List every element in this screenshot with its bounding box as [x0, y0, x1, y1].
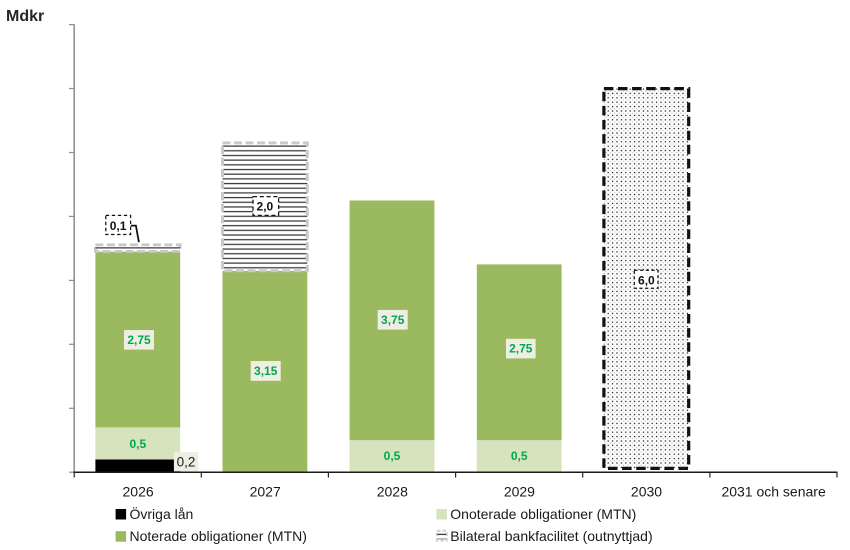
svg-text:6,0: 6,0: [638, 274, 655, 288]
svg-text:3,15: 3,15: [254, 364, 278, 378]
svg-text:0,1: 0,1: [110, 219, 127, 233]
svg-text:2,75: 2,75: [127, 333, 151, 347]
svg-text:0,2: 0,2: [177, 454, 196, 469]
svg-text:2029: 2029: [504, 484, 535, 500]
svg-text:2026: 2026: [123, 484, 154, 500]
svg-text:Mdkr: Mdkr: [6, 8, 44, 25]
svg-text:Onoterade obligationer (MTN): Onoterade obligationer (MTN): [450, 506, 636, 522]
svg-text:2,75: 2,75: [509, 342, 533, 356]
svg-text:2030: 2030: [631, 484, 662, 500]
svg-text:2,0: 2,0: [257, 199, 274, 213]
svg-text:Noterade obligationer (MTN): Noterade obligationer (MTN): [130, 528, 307, 544]
svg-text:0,5: 0,5: [129, 437, 146, 451]
svg-text:Bilateral bankfacilitet (outny: Bilateral bankfacilitet (outnyttjad): [450, 528, 652, 544]
svg-text:0,5: 0,5: [384, 449, 401, 463]
svg-text:Övriga lån: Övriga lån: [130, 505, 194, 522]
svg-text:3,75: 3,75: [381, 313, 405, 327]
svg-text:2028: 2028: [377, 484, 408, 500]
svg-text:2031 och senare: 2031 och senare: [721, 484, 826, 500]
svg-text:2027: 2027: [250, 484, 281, 500]
svg-text:0,5: 0,5: [511, 449, 528, 463]
